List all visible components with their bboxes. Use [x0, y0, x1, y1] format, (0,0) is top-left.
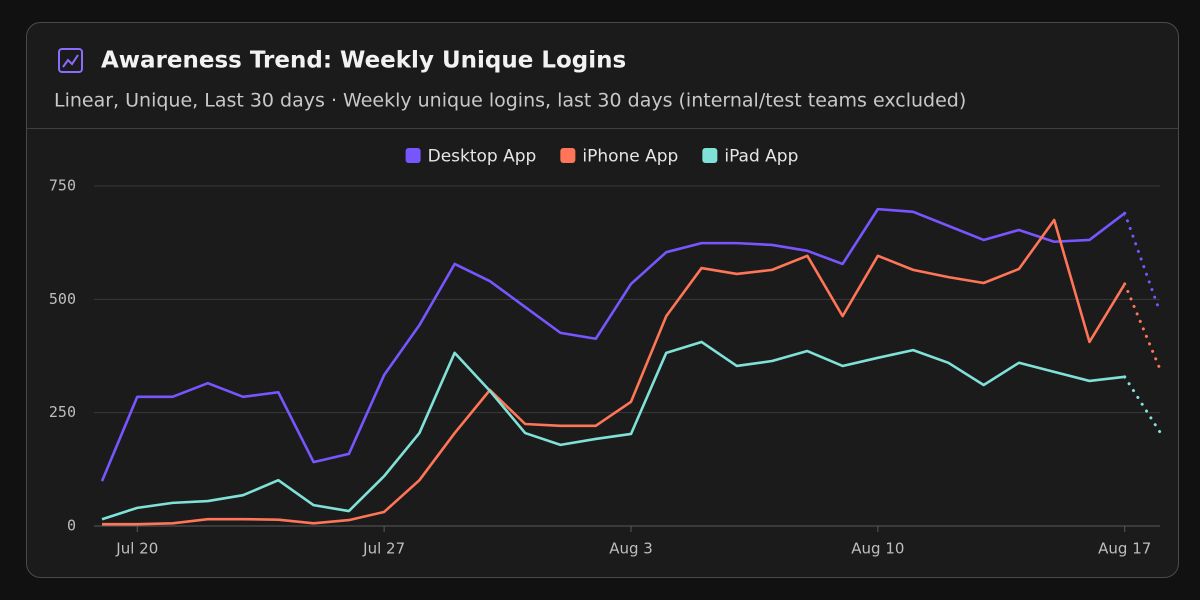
y-tick-label: 750 [49, 177, 76, 195]
legend-item: Desktop App [405, 147, 537, 167]
legend-item: iPad App [702, 147, 798, 167]
legend-item: iPhone App [560, 147, 678, 167]
x-tick-label: Jul 20 [115, 540, 158, 558]
chart-icon [58, 48, 83, 73]
y-tick-label: 250 [49, 403, 76, 421]
legend-swatch [560, 148, 576, 163]
chart-subtitle: Linear, Unique, Last 30 days · Weekly un… [54, 90, 966, 112]
chart-title: Awareness Trend: Weekly Unique Logins [101, 48, 626, 74]
legend-swatch [702, 148, 718, 163]
y-tick-label: 0 [67, 517, 76, 535]
x-tick-label: Aug 3 [609, 540, 653, 558]
legend-swatch [405, 148, 421, 163]
legend-label: iPad App [724, 147, 798, 167]
series-line [100, 207, 1125, 482]
partial-segment [1123, 375, 1162, 434]
partial-segment [1123, 282, 1162, 371]
legend-label: iPhone App [582, 147, 678, 167]
card [26, 22, 1179, 578]
series-line [101, 340, 1125, 521]
x-tick-label: Jul 27 [362, 540, 405, 558]
y-tick-label: 500 [49, 290, 76, 308]
legend: Desktop App iPhone App iPad App [405, 147, 798, 167]
series-line [102, 218, 1125, 526]
partial-segment [1123, 211, 1162, 314]
x-tick-label: Aug 17 [1098, 540, 1151, 558]
x-tick-label: Aug 10 [851, 540, 904, 558]
legend-label: Desktop App [428, 147, 537, 167]
